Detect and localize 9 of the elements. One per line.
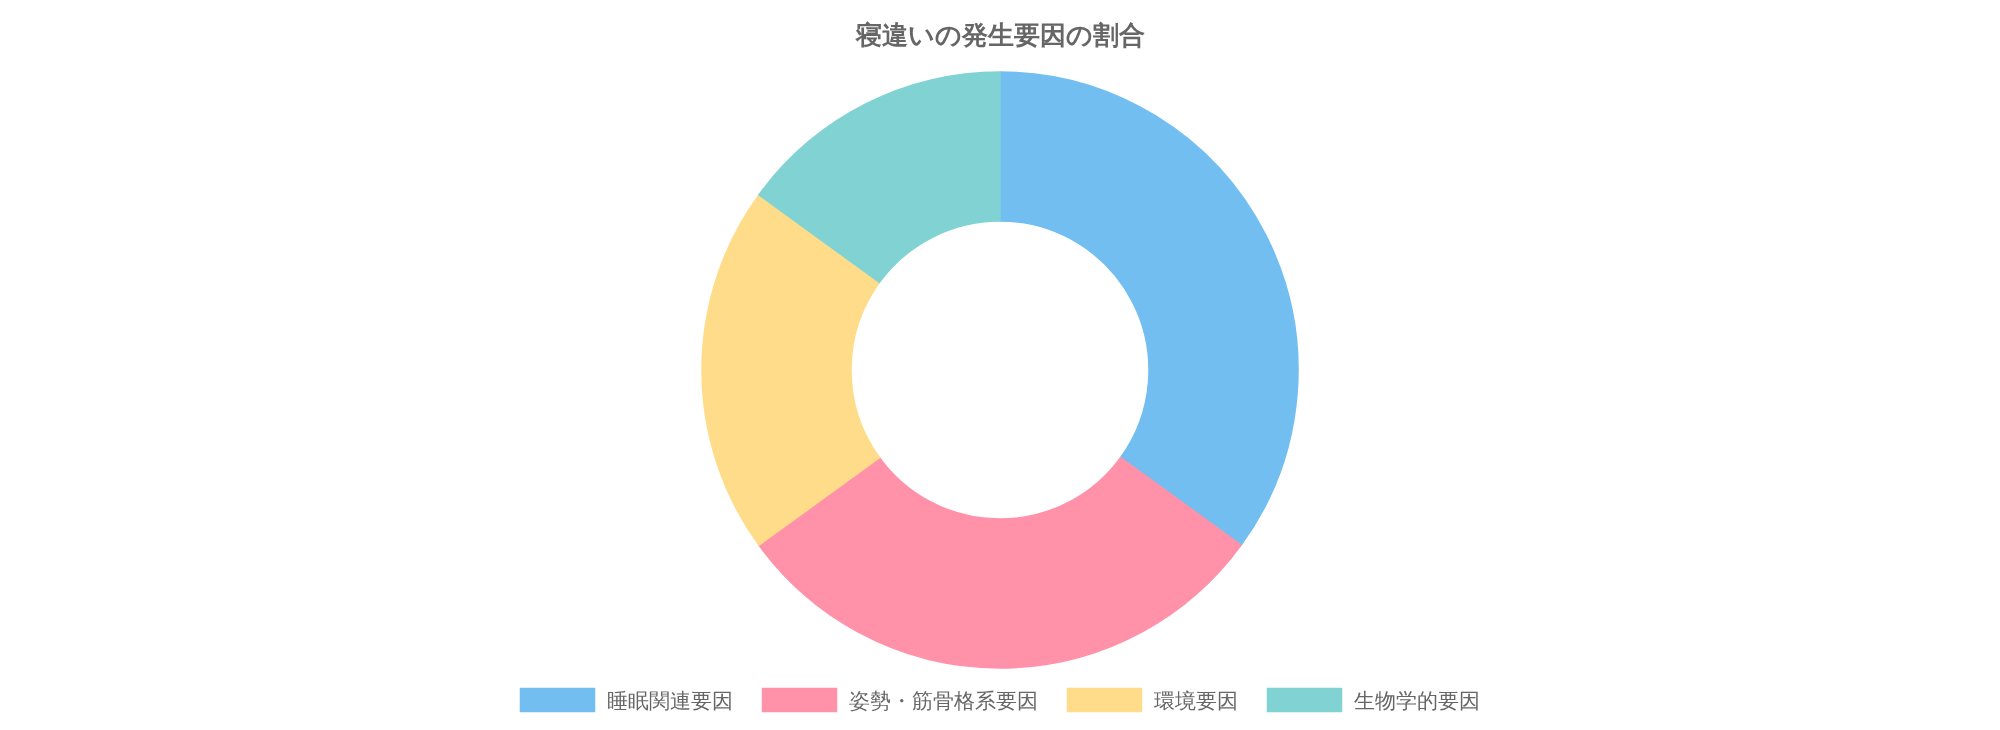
donut-slice: [701, 194, 881, 546]
legend-label: 生物学的要因: [1353, 688, 1480, 713]
legend-label: 環境要因: [1153, 688, 1238, 713]
legend-label: 睡眠関連要因: [606, 688, 733, 713]
donut-slice: [999, 71, 1299, 546]
donut-slice: [758, 71, 1001, 284]
legend-label: 姿勢・筋骨格系要因: [848, 688, 1038, 713]
chart-title: 寝違いの発生要因の割合: [854, 20, 1145, 50]
donut-slice: [758, 456, 1242, 669]
